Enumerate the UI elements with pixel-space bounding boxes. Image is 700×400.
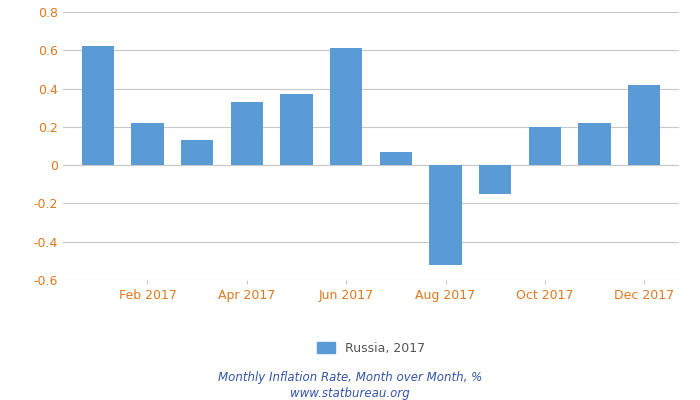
Legend: Russia, 2017: Russia, 2017 — [312, 336, 430, 360]
Bar — [132, 123, 164, 165]
Bar — [379, 152, 412, 165]
Text: Monthly Inflation Rate, Month over Month, %: Monthly Inflation Rate, Month over Month… — [218, 372, 482, 384]
Text: www.statbureau.org: www.statbureau.org — [290, 388, 410, 400]
Bar — [429, 165, 462, 265]
Bar — [181, 140, 214, 165]
Bar — [330, 48, 363, 165]
Bar — [231, 102, 263, 165]
Bar — [280, 94, 313, 165]
Bar — [528, 127, 561, 165]
Bar — [479, 165, 511, 194]
Bar — [628, 85, 660, 165]
Bar — [82, 46, 114, 165]
Bar — [578, 123, 610, 165]
